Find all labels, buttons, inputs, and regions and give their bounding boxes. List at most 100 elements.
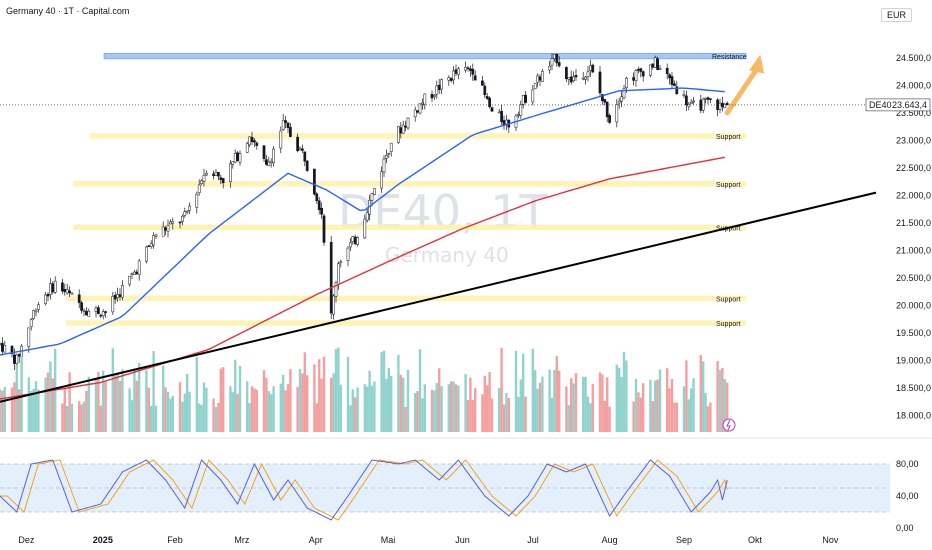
- candle-body[interactable]: [322, 215, 326, 243]
- candle-body[interactable]: [416, 110, 419, 113]
- candle-body[interactable]: [80, 302, 83, 311]
- candle-body[interactable]: [17, 354, 21, 357]
- candle-body[interactable]: [418, 103, 422, 114]
- candle-body[interactable]: [423, 93, 427, 105]
- candle-body[interactable]: [505, 119, 508, 125]
- candle-body[interactable]: [435, 85, 439, 95]
- candle-body[interactable]: [51, 283, 55, 293]
- candle-body[interactable]: [709, 98, 712, 100]
- candle-body[interactable]: [214, 171, 218, 176]
- candle-body[interactable]: [601, 94, 604, 101]
- candle-body[interactable]: [171, 221, 175, 224]
- candle-body[interactable]: [113, 294, 117, 300]
- candle-body[interactable]: [538, 76, 542, 81]
- candle-body[interactable]: [188, 205, 191, 211]
- candle-body[interactable]: [183, 211, 187, 216]
- candle-body[interactable]: [101, 311, 105, 317]
- candle-body[interactable]: [603, 99, 607, 103]
- currency-badge[interactable]: EUR: [880, 8, 912, 22]
- candle-body[interactable]: [137, 260, 141, 275]
- candle-body[interactable]: [485, 96, 489, 99]
- candle-body[interactable]: [70, 292, 74, 295]
- candle-body[interactable]: [517, 114, 520, 116]
- candle-body[interactable]: [490, 107, 494, 112]
- candle-body[interactable]: [567, 77, 571, 80]
- candle-body[interactable]: [166, 225, 170, 232]
- candle-body[interactable]: [267, 161, 271, 167]
- candle-body[interactable]: [668, 74, 671, 79]
- candle-body[interactable]: [634, 70, 638, 82]
- candle-body[interactable]: [197, 184, 201, 194]
- candle-body[interactable]: [370, 193, 374, 201]
- candle-body[interactable]: [421, 102, 424, 105]
- candle-body[interactable]: [44, 294, 47, 304]
- candle-body[interactable]: [34, 310, 38, 313]
- candle-body[interactable]: [682, 94, 686, 96]
- candle-body[interactable]: [557, 62, 561, 67]
- candle-body[interactable]: [128, 275, 131, 285]
- candle-body[interactable]: [298, 147, 302, 150]
- candle-body[interactable]: [533, 83, 537, 89]
- candle-body[interactable]: [553, 54, 556, 59]
- candle-body[interactable]: [356, 237, 359, 245]
- candle-body[interactable]: [111, 296, 115, 313]
- candle-body[interactable]: [262, 145, 266, 159]
- candle-body[interactable]: [3, 345, 7, 353]
- candle-body[interactable]: [397, 126, 400, 143]
- candle-body[interactable]: [94, 307, 98, 312]
- candle-body[interactable]: [61, 282, 64, 292]
- candle-body[interactable]: [317, 200, 321, 210]
- candle-body[interactable]: [581, 77, 585, 80]
- candle-body[interactable]: [217, 171, 220, 177]
- candle-body[interactable]: [617, 100, 621, 104]
- candle-body[interactable]: [440, 79, 443, 90]
- candle-body[interactable]: [541, 70, 544, 82]
- candle-body[interactable]: [305, 160, 309, 171]
- candle-body[interactable]: [598, 71, 602, 94]
- candle-body[interactable]: [413, 109, 417, 118]
- candle-body[interactable]: [250, 136, 254, 143]
- candle-body[interactable]: [622, 88, 626, 99]
- candle-body[interactable]: [389, 142, 393, 152]
- candle-body[interactable]: [469, 68, 472, 71]
- candle-body[interactable]: [531, 89, 535, 103]
- candle-body[interactable]: [449, 77, 453, 81]
- candle-body[interactable]: [365, 212, 369, 221]
- candle-body[interactable]: [572, 76, 575, 82]
- candle-body[interactable]: [185, 210, 189, 213]
- candle-body[interactable]: [608, 115, 611, 123]
- candle-body[interactable]: [685, 95, 688, 106]
- candle-body[interactable]: [500, 110, 503, 123]
- candle-body[interactable]: [524, 94, 527, 103]
- candle-body[interactable]: [673, 83, 676, 86]
- candle-body[interactable]: [632, 77, 635, 81]
- candle-body[interactable]: [46, 293, 50, 297]
- candle-body[interactable]: [135, 271, 139, 275]
- candle-body[interactable]: [118, 294, 122, 298]
- candle-body[interactable]: [212, 173, 215, 176]
- candle-body[interactable]: [497, 111, 501, 114]
- candle-body[interactable]: [591, 64, 595, 73]
- candle-body[interactable]: [1, 342, 4, 352]
- candle-body[interactable]: [457, 68, 460, 75]
- candle-body[interactable]: [519, 104, 523, 116]
- candle-body[interactable]: [121, 285, 124, 298]
- candle-body[interactable]: [401, 124, 405, 134]
- candle-body[interactable]: [145, 246, 148, 262]
- candle-body[interactable]: [625, 77, 628, 88]
- candle-body[interactable]: [689, 101, 693, 104]
- candle-body[interactable]: [704, 97, 707, 100]
- candle-body[interactable]: [586, 71, 590, 77]
- candle-body[interactable]: [723, 104, 727, 108]
- candle-body[interactable]: [272, 148, 275, 164]
- candle-body[interactable]: [195, 193, 199, 208]
- candle-body[interactable]: [10, 345, 14, 354]
- candle-body[interactable]: [152, 234, 155, 246]
- candle-body[interactable]: [154, 234, 158, 237]
- candle-body[interactable]: [565, 67, 568, 80]
- candle-body[interactable]: [452, 70, 455, 81]
- candle-body[interactable]: [349, 242, 352, 248]
- candle-body[interactable]: [279, 130, 283, 149]
- candle-body[interactable]: [63, 289, 67, 293]
- candle-body[interactable]: [641, 71, 645, 77]
